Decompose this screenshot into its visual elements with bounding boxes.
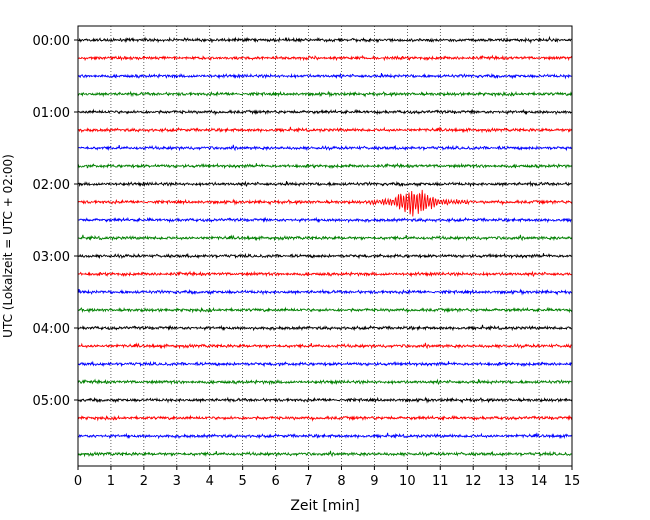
trace-line xyxy=(77,90,573,98)
x-tick-label: 9 xyxy=(370,474,378,489)
trace-line xyxy=(77,216,573,224)
trace-line xyxy=(77,414,573,422)
y-axis-label: UTC (Lokalzeit = UTC + 02:00) xyxy=(1,154,15,338)
trace-line xyxy=(77,54,573,62)
x-axis-label: Zeit [min] xyxy=(290,498,359,514)
x-gridlines xyxy=(110,26,540,466)
trace-line xyxy=(77,360,573,368)
x-tick-label: 6 xyxy=(271,474,279,489)
y-tick-label: 01:00 xyxy=(33,106,70,121)
trace-line xyxy=(77,288,573,296)
trace-line xyxy=(77,342,573,350)
x-tick-label: 1 xyxy=(107,474,115,489)
y-tick-label: 04:00 xyxy=(33,322,70,337)
x-tick-label: 2 xyxy=(140,474,148,489)
x-axis-ticks: 0 1 2 3 4 5 6 7 8 9 10 11 12 13 14 15 xyxy=(74,466,580,489)
x-tick-label: 5 xyxy=(239,474,247,489)
x-tick-label: 15 xyxy=(564,474,581,489)
x-tick-label: 8 xyxy=(337,474,345,489)
y-tick-label: 05:00 xyxy=(33,394,70,409)
x-tick-label: 4 xyxy=(206,474,214,489)
trace-line xyxy=(77,144,573,152)
y-axis-ticks: 00:00 01:00 02:00 03:00 04:00 05:00 xyxy=(33,34,78,409)
x-tick-label: 7 xyxy=(304,474,312,489)
trace-line xyxy=(77,35,573,44)
trace-line xyxy=(77,126,573,134)
plot-frame xyxy=(77,25,573,467)
x-tick-label: 3 xyxy=(173,474,181,489)
trace-line xyxy=(77,432,573,440)
trace-line xyxy=(77,306,573,314)
trace-line xyxy=(77,252,573,260)
trace-line xyxy=(77,324,573,332)
trace-line xyxy=(77,378,573,386)
x-tick-label: 14 xyxy=(531,474,548,489)
trace-line xyxy=(77,162,573,170)
x-tick-label: 10 xyxy=(399,474,416,489)
x-tick-label: 0 xyxy=(74,474,82,489)
helicorder-traces xyxy=(77,35,573,458)
trace-line xyxy=(77,234,573,242)
trace-line xyxy=(77,189,573,217)
y-tick-label: 02:00 xyxy=(33,178,70,193)
x-tick-label: 12 xyxy=(465,474,482,489)
y-tick-label: 00:00 xyxy=(33,34,70,49)
trace-line xyxy=(77,72,573,80)
trace-line xyxy=(77,396,573,404)
trace-line xyxy=(77,108,573,116)
y-tick-label: 03:00 xyxy=(33,250,70,265)
trace-line xyxy=(77,270,573,278)
x-tick-label: 11 xyxy=(432,474,449,489)
trace-line xyxy=(77,450,573,458)
x-tick-label: 13 xyxy=(498,474,515,489)
trace-line xyxy=(77,180,573,188)
